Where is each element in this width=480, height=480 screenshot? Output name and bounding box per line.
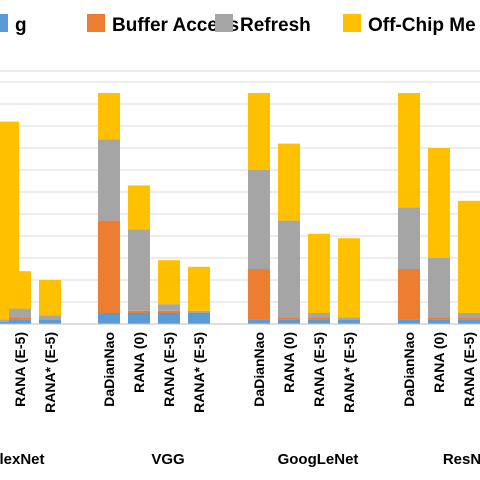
bar-segment-ResN-1-refresh [428,258,450,318]
bar-segment-GoogLeNet-3-off-chip-me [338,238,360,318]
bar-segment-lexNet-2-g [39,319,61,324]
bar-segment-GoogLeNet-2-off-chip-me [308,233,330,313]
x-tick-label: RANA (0) [131,332,147,393]
bar-segment-VGG-0-refresh [98,139,120,221]
group-labels: lexNet VGG GoogLeNet ResN [0,451,480,468]
bar-segment-GoogLeNet-0-buffer-access [248,269,270,320]
legend-label-2: Refresh [240,15,311,36]
legend-swatch-0 [0,14,8,32]
bar-segment-VGG-2-refresh [158,304,180,311]
bar-segment-ResN-0-g [398,319,420,324]
bar-segment-VGG-1-refresh [128,229,150,311]
bar-segment-GoogLeNet-1-refresh [278,220,300,318]
bar-segment-VGG-1-g [128,313,150,324]
bars [0,93,480,324]
bar-segment-VGG-3-refresh [188,310,210,313]
bar-segment-ResN-1-g [428,319,450,324]
legend-swatch-1 [87,14,105,32]
group-label-3: ResN [443,451,480,468]
bar-segment-GoogLeNet-1-g [278,319,300,324]
x-tick-label: DaDianNao [251,332,267,407]
x-tick-label: RANA (0) [431,332,447,393]
bar-segment-VGG-0-buffer-access [98,220,120,313]
legend: g Buffer Access Refresh Off-Chip Me [0,14,476,36]
bar-segment-GoogLeNet-1-buffer-access [278,317,300,320]
bar-segment-VGG-1-buffer-access [128,310,150,313]
x-tick-label: RANA (E-5) [311,332,327,407]
bar-segment-VGG-0-off-chip-me [98,93,120,140]
bar-segment-GoogLeNet-0-refresh [248,170,270,269]
bar-segment-GoogLeNet-3-g [338,319,360,324]
bar-segment-ResN-0-off-chip-me [398,93,420,208]
bar-segment-VGG-3-g [188,313,210,324]
bar-segment-VGG-2-g [158,313,180,324]
bar-segment-ResN-2-off-chip-me [458,200,480,313]
x-tick-label: RANA (E-5) [461,332,477,407]
legend-label-1: Buffer Access [112,15,239,36]
x-tick-label: RANA (E-5) [161,332,177,407]
bar-segment-ResN-2-g [458,319,480,324]
bar-segment-ResN-2-refresh [458,313,480,318]
legend-swatch-2 [215,14,233,32]
bar-segment-lexNet-0-off-chip-me [0,121,19,320]
bar-segment-ResN-0-refresh [398,207,420,269]
bar-segment-VGG-0-g [98,313,120,324]
bar-segment-GoogLeNet-0-g [248,319,270,324]
bar-segment-lexNet-1-off-chip-me [9,271,31,309]
bar-segment-GoogLeNet-0-off-chip-me [248,93,270,170]
legend-swatch-3 [343,14,361,32]
bar-segment-lexNet-1-g [9,319,31,324]
bar-segment-lexNet-2-off-chip-me [39,280,61,316]
x-tick-labels: RANA (E-5) RANA* (E-5) DaDianNao RANA (0) RA… [12,332,477,413]
group-label-1: VGG [151,451,184,468]
bar-segment-ResN-1-off-chip-me [428,148,450,258]
x-tick-label: RANA (E-5) [12,332,28,407]
x-tick-label: RANA (0) [281,332,297,393]
legend-label-3: Off-Chip Me [368,15,476,36]
legend-label-0: g [15,15,27,36]
bar-segment-ResN-2-buffer-access [458,317,480,320]
bar-segment-VGG-2-off-chip-me [158,260,180,305]
bar-segment-VGG-1-off-chip-me [128,185,150,230]
bar-segment-VGG-3-off-chip-me [188,266,210,311]
group-label-0: lexNet [0,451,45,468]
x-tick-label: DaDianNao [101,332,117,407]
bar-segment-VGG-2-buffer-access [158,310,180,313]
group-label-2: GoogLeNet [278,451,359,468]
bar-segment-ResN-1-buffer-access [428,317,450,320]
x-tick-label: RANA* (E-5) [42,332,58,413]
bar-segment-GoogLeNet-2-refresh [308,313,330,318]
bar-segment-ResN-0-buffer-access [398,269,420,320]
bar-segment-GoogLeNet-2-g [308,319,330,324]
x-tick-label: RANA* (E-5) [191,332,207,413]
x-tick-label: RANA* (E-5) [341,332,357,413]
x-tick-label: DaDianNao [401,332,417,407]
bar-segment-lexNet-2-refresh [39,315,61,320]
bar-segment-lexNet-1-refresh [9,308,31,318]
bar-segment-GoogLeNet-3-refresh [338,317,360,320]
bar-segment-GoogLeNet-2-buffer-access [308,317,330,320]
bar-segment-lexNet-1-buffer-access [9,317,31,320]
bar-segment-GoogLeNet-1-off-chip-me [278,143,300,221]
